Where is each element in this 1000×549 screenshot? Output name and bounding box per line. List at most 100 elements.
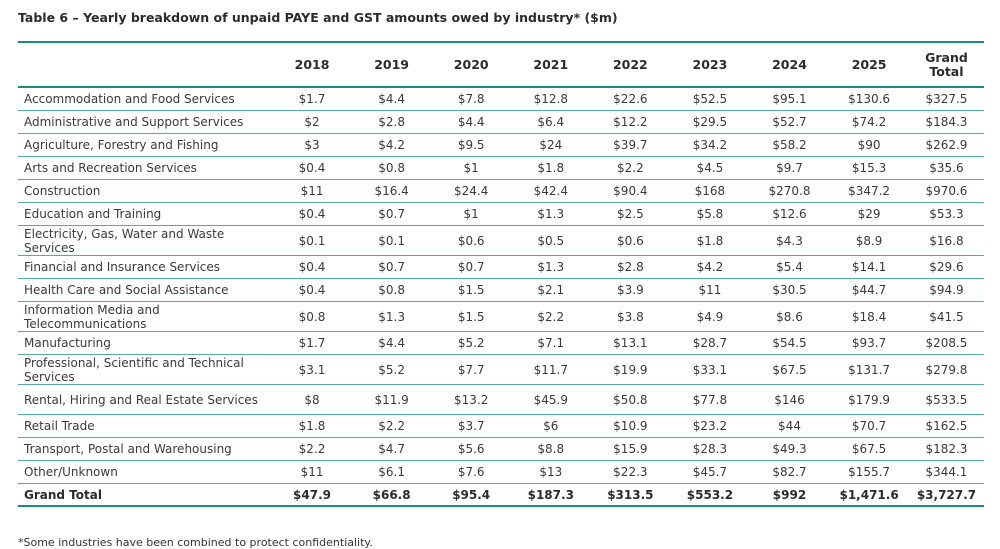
value-cell: $2.5 — [590, 202, 671, 226]
value-cell: $347.2 — [829, 179, 909, 203]
value-cell: $4.9 — [670, 301, 750, 332]
value-cell: $327.5 — [908, 87, 984, 111]
value-cell: $10.9 — [590, 414, 671, 438]
grand-total-cell: $553.2 — [670, 483, 750, 507]
table-row: Accommodation and Food Services $1.7 $4.4 $… — [18, 87, 984, 111]
value-cell: $34.2 — [670, 133, 750, 157]
value-cell: $45.7 — [670, 460, 750, 484]
value-cell: $3.1 — [272, 354, 352, 385]
value-cell: $29 — [829, 202, 909, 226]
grand-total-label: Grand Total — [18, 483, 273, 507]
value-cell: $0.7 — [351, 255, 432, 279]
value-cell: $90.4 — [590, 179, 671, 203]
grand-total-cell: $187.3 — [510, 483, 591, 507]
value-cell: $1.8 — [510, 156, 591, 180]
industry-cell: Administrative and Support Services — [18, 110, 273, 134]
value-cell: $15.3 — [829, 156, 909, 180]
industry-cell: Health Care and Social Assistance — [18, 278, 273, 302]
value-cell: $5.2 — [431, 331, 511, 355]
value-cell: $0.8 — [351, 156, 432, 180]
value-cell: $50.8 — [590, 384, 671, 415]
value-cell: $2.8 — [590, 255, 671, 279]
value-cell: $24.4 — [431, 179, 511, 203]
value-cell: $15.9 — [590, 437, 671, 461]
value-cell: $182.3 — [908, 437, 984, 461]
value-cell: $4.5 — [670, 156, 750, 180]
value-cell: $130.6 — [829, 87, 909, 111]
value-cell: $16.4 — [351, 179, 432, 203]
value-cell: $2.2 — [272, 437, 352, 461]
table-row: Health Care and Social Assistance $0.4 $0.… — [18, 278, 984, 302]
grand-total-cell: $66.8 — [351, 483, 432, 507]
value-cell: $0.4 — [272, 278, 352, 302]
grand-total-cell: $313.5 — [590, 483, 671, 507]
value-cell: $0.6 — [431, 225, 511, 256]
column-header: 2025 — [851, 56, 887, 72]
value-cell: $279.8 — [908, 354, 984, 385]
footnote: *Some industries have been combined to p… — [18, 536, 373, 549]
value-cell: $29.5 — [670, 110, 750, 134]
value-cell: $208.5 — [908, 331, 984, 355]
value-cell: $1.3 — [510, 255, 591, 279]
industry-cell: Manufacturing — [18, 331, 273, 355]
table-row: Other/Unknown $11 $6.1 $7.6 $13 $22.3 $45.7 $82… — [18, 460, 984, 484]
value-cell: $1.3 — [351, 301, 432, 332]
value-cell: $4.4 — [431, 110, 511, 134]
table-row: Construction $11 $16.4 $24.4 $42.4 $90.4 $168 $… — [18, 179, 984, 203]
value-cell: $11 — [670, 278, 750, 302]
value-cell: $7.1 — [510, 331, 591, 355]
column-header: 2022 — [612, 56, 648, 72]
value-cell: $7.6 — [431, 460, 511, 484]
value-cell: $49.3 — [749, 437, 830, 461]
value-cell: $23.2 — [670, 414, 750, 438]
value-cell: $162.5 — [908, 414, 984, 438]
value-cell: $12.8 — [510, 87, 591, 111]
table-row: Financial and Insurance Services $0.4 $0.7… — [18, 255, 984, 279]
value-cell: $1 — [431, 202, 511, 226]
table-title: Table 6 – Yearly breakdown of unpaid PAY… — [18, 10, 618, 25]
value-cell: $22.6 — [590, 87, 671, 111]
industry-cell: Retail Trade — [18, 414, 273, 438]
value-cell: $18.4 — [829, 301, 909, 332]
value-cell: $28.3 — [670, 437, 750, 461]
value-cell: $14.1 — [829, 255, 909, 279]
value-cell: $2.2 — [590, 156, 671, 180]
value-cell: $13.1 — [590, 331, 671, 355]
industry-cell: Rental, Hiring and Real Estate Services — [18, 384, 273, 415]
value-cell: $93.7 — [829, 331, 909, 355]
value-cell: $3.7 — [431, 414, 511, 438]
value-cell: $970.6 — [908, 179, 984, 203]
grand-total-cell: $992 — [749, 483, 830, 507]
value-cell: $179.9 — [829, 384, 909, 415]
value-cell: $6.4 — [510, 110, 591, 134]
value-cell: $5.4 — [749, 255, 830, 279]
value-cell: $0.4 — [272, 202, 352, 226]
table-row: Electricity, Gas, Water and Waste Servic… — [18, 225, 984, 256]
value-cell: $74.2 — [829, 110, 909, 134]
value-cell: $262.9 — [908, 133, 984, 157]
industry-cell: Other/Unknown — [18, 460, 273, 484]
value-cell: $2 — [272, 110, 352, 134]
grand-total-cell: $1,471.6 — [829, 483, 909, 507]
value-cell: $52.5 — [670, 87, 750, 111]
value-cell: $53.3 — [908, 202, 984, 226]
value-cell: $67.5 — [749, 354, 830, 385]
value-cell: $13.2 — [431, 384, 511, 415]
industry-cell: Arts and Recreation Services — [18, 156, 273, 180]
value-cell: $9.7 — [749, 156, 830, 180]
grand-total-cell: $47.9 — [272, 483, 352, 507]
column-header: 2023 — [692, 56, 728, 72]
value-cell: $3 — [272, 133, 352, 157]
value-cell: $146 — [749, 384, 830, 415]
column-header: 2024 — [772, 56, 807, 72]
table-row: Education and Training $0.4 $0.7 $1 $1.3 $2.5… — [18, 202, 984, 226]
value-cell: $0.1 — [351, 225, 432, 256]
value-cell: $2.2 — [351, 414, 432, 438]
column-header: 2018 — [294, 56, 330, 72]
value-cell: $2.1 — [510, 278, 591, 302]
value-cell: $22.3 — [590, 460, 671, 484]
value-cell: $16.8 — [908, 225, 984, 256]
value-cell: $11 — [272, 179, 352, 203]
value-cell: $1.8 — [272, 414, 352, 438]
value-cell: $0.4 — [272, 156, 352, 180]
